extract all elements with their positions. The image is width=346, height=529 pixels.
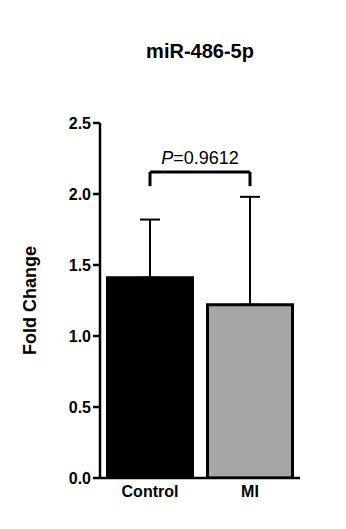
svg-text:2.5: 2.5 [69,115,91,132]
html-text:miR-486-5p: miR-486-5p [146,40,254,62]
svg-text:Control: Control [122,483,179,500]
svg-text:1.0: 1.0 [69,328,91,345]
svg-text:0.0: 0.0 [69,470,91,487]
svg-text:0.5: 0.5 [69,399,91,416]
svg-text:Fold Change: Fold Change [20,246,40,355]
svg-text:MI: MI [241,483,259,500]
svg-text:2.0: 2.0 [69,186,91,203]
svg-text:P=0.9612: P=0.9612 [161,148,239,168]
svg-text:1.5: 1.5 [69,257,91,274]
